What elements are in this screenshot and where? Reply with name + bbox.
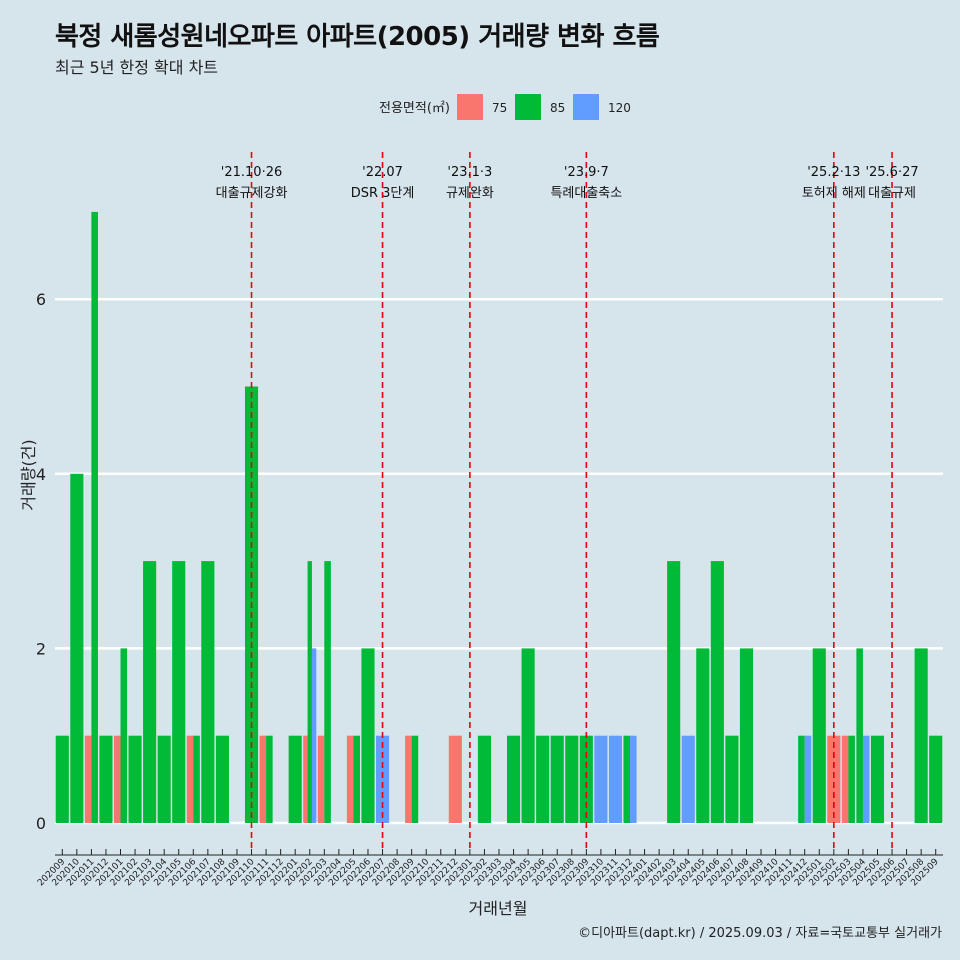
bar-85: [536, 735, 550, 823]
bar-120: [311, 648, 317, 823]
bar-85: [696, 648, 710, 823]
bar-85: [411, 735, 419, 823]
bar-120: [804, 735, 812, 823]
bar-120: [608, 735, 623, 823]
bar-75: [448, 735, 462, 823]
bar-120: [862, 735, 870, 823]
x-axis-label: 거래년월: [469, 899, 528, 918]
bar-85: [812, 648, 826, 823]
event-label: 특례대출축소: [550, 186, 622, 201]
bar-75: [346, 735, 354, 823]
bar-75: [303, 735, 308, 823]
bar-85: [710, 561, 724, 823]
event-date: '21.10·26: [221, 165, 282, 180]
bar-85: [91, 211, 98, 823]
bar-75: [259, 735, 267, 823]
bar-75: [186, 735, 194, 823]
y-axis-label: 거래량(건): [19, 439, 38, 510]
bar-85: [324, 561, 331, 823]
bar-120: [681, 735, 695, 823]
bar-85: [201, 561, 215, 823]
bar-85: [193, 735, 200, 823]
bar-85: [215, 735, 229, 823]
bar-85: [120, 648, 128, 823]
y-tick-label: 0: [36, 814, 46, 833]
bar-120: [375, 735, 390, 823]
bar-85: [353, 735, 360, 823]
event-label: 대출규제: [868, 186, 916, 201]
event-date: '23.1·3: [447, 165, 492, 180]
bar-85: [128, 735, 142, 823]
chart-subtitle: 최근 5년 한정 확대 차트: [55, 58, 219, 77]
event-label: DSR 3단계: [351, 186, 415, 201]
bar-85: [99, 735, 113, 823]
event-label: 토허제 해제: [802, 186, 866, 201]
bar-75: [405, 735, 412, 823]
bar-85: [914, 648, 928, 823]
bar-85: [623, 735, 631, 823]
bar-85: [143, 561, 157, 823]
bar-85: [550, 735, 564, 823]
bar-85: [667, 561, 681, 823]
legend-title: 전용면적(㎡): [379, 101, 450, 116]
bar-85: [521, 648, 535, 823]
bar-85: [929, 735, 943, 823]
event-label: 규제완화: [446, 186, 494, 201]
bar-85: [565, 735, 579, 823]
y-tick-label: 6: [36, 290, 46, 309]
bar-85: [288, 735, 302, 823]
bar-120: [630, 735, 637, 823]
chart-caption: ©디아파트(dapt.kr) / 2025.09.03 / 자료=국토교통부 실…: [578, 926, 942, 941]
bar-75: [113, 735, 121, 823]
event-date: '25.2·13: [807, 165, 860, 180]
event-date: '23.9·7: [564, 165, 609, 180]
legend-label-75: 75: [492, 101, 507, 115]
y-tick-label: 2: [36, 639, 46, 658]
bar-75: [84, 735, 92, 823]
bar-85: [55, 735, 69, 823]
bar-75: [317, 735, 325, 823]
legend-swatch-120: [573, 94, 599, 120]
bar-85: [739, 648, 754, 823]
bar-85: [848, 735, 855, 823]
legend-label-85: 85: [550, 101, 565, 115]
bar-85: [856, 648, 863, 823]
bar-85: [157, 735, 171, 823]
bar-85: [725, 735, 739, 823]
legend-swatch-75: [457, 94, 483, 120]
event-date: '22.07: [362, 165, 403, 180]
bar-120: [594, 735, 608, 823]
bar-85: [266, 735, 273, 823]
event-label: 대출규제강화: [216, 186, 288, 201]
legend-swatch-85: [515, 94, 541, 120]
chart-title: 북정 새롬성원네오파트 아파트(2005) 거래량 변화 흐름: [55, 22, 660, 52]
bar-85: [361, 648, 375, 823]
bar-85: [579, 735, 593, 823]
bar-85: [870, 735, 885, 823]
y-tick-label: 4: [36, 465, 46, 484]
bar-85: [507, 735, 521, 823]
bar-85: [307, 561, 312, 823]
bar-85: [70, 473, 84, 823]
event-date: '25.6·27: [865, 165, 918, 180]
bar-75: [827, 735, 841, 823]
legend-label-120: 120: [608, 101, 631, 115]
bar-75: [841, 735, 849, 823]
bar-85: [172, 561, 186, 823]
bar-85: [798, 735, 805, 823]
bar-85: [477, 735, 491, 823]
